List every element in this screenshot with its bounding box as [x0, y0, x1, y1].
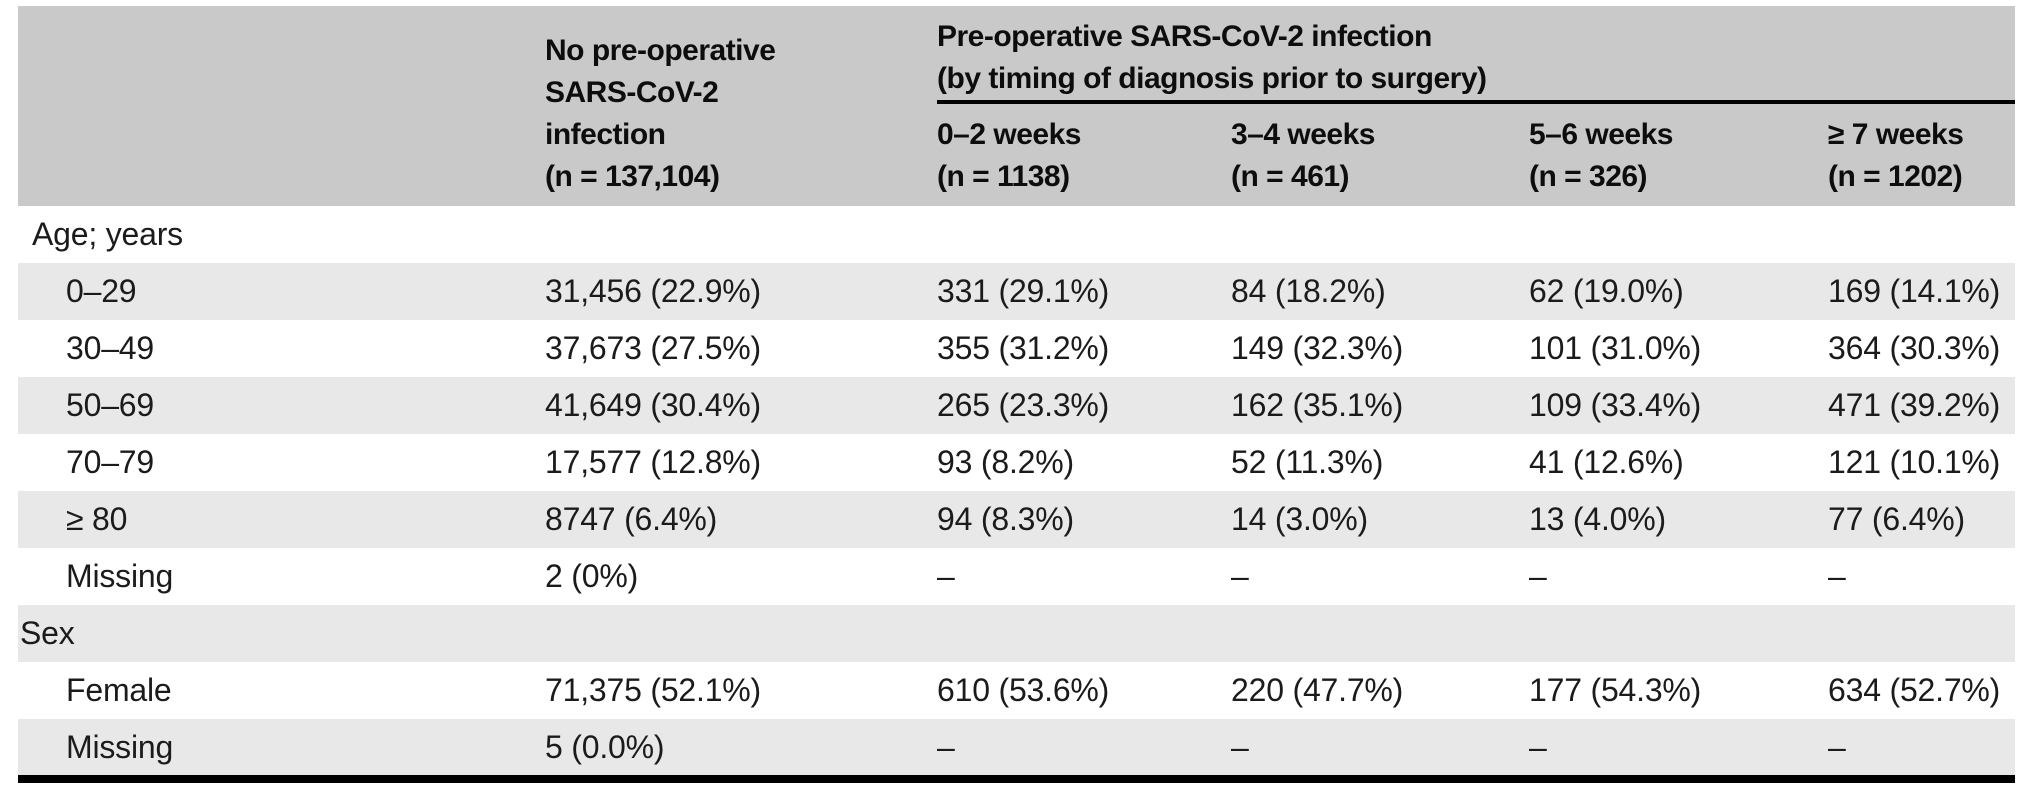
row-label: Missing	[66, 729, 174, 765]
column-header-line: (n = 137,104)	[545, 160, 720, 193]
table-row-age-70-79: 70–79 17,577 (12.8%) 93 (8.2%) 52 (11.3%…	[18, 434, 2015, 491]
table-cell: –	[1828, 729, 1846, 765]
table-cell: 77 (6.4%)	[1828, 501, 1965, 537]
table-cell: 93 (8.2%)	[937, 444, 1074, 480]
table-cell: –	[1828, 558, 1846, 594]
table-cell: 13 (4.0%)	[1529, 501, 1666, 537]
table-cell: 169 (14.1%)	[1828, 273, 2001, 309]
spanning-header-preop-infection: Pre-operative SARS-CoV-2 infection (by t…	[937, 16, 2015, 100]
table-row-age-50-69: 50–69 41,649 (30.4%) 265 (23.3%) 162 (35…	[18, 377, 2015, 434]
table-cell: 5 (0.0%)	[545, 729, 665, 765]
column-header-5-6-weeks: 5–6 weeks (n = 326)	[1529, 114, 1828, 198]
table-row-age-0-29: 0–29 31,456 (22.9%) 331 (29.1%) 84 (18.2…	[18, 263, 2015, 320]
table-cell: 8747 (6.4%)	[545, 501, 718, 537]
column-header-n: (n = 1138)	[937, 160, 1070, 193]
column-header-3-4-weeks: 3–4 weeks (n = 461)	[1231, 114, 1529, 198]
table-bottom-rule	[18, 775, 2015, 783]
table-row-sex-female: Female 71,375 (52.1%) 610 (53.6%) 220 (4…	[18, 662, 2015, 719]
row-label: Female	[66, 672, 172, 708]
table-row-sex-missing: Missing 5 (0.0%) – – – –	[18, 719, 2015, 776]
table-cell: 84 (18.2%)	[1231, 273, 1386, 309]
column-header-n: (n = 326)	[1529, 160, 1648, 193]
table-body: Age; years 0–29 31,456 (22.9%) 331 (29.1…	[18, 206, 2015, 776]
table-cell: 41 (12.6%)	[1529, 444, 1684, 480]
table-cell: –	[937, 729, 955, 765]
column-header-0-2-weeks: 0–2 weeks (n = 1138)	[937, 114, 1231, 198]
table-cell: 265 (23.3%)	[937, 387, 1110, 423]
table-cell: 162 (35.1%)	[1231, 387, 1404, 423]
table-cell: 177 (54.3%)	[1529, 672, 1702, 708]
column-header-line: infection	[545, 118, 666, 151]
column-header-line: No pre-operative	[545, 34, 776, 67]
table-cell: –	[1529, 729, 1547, 765]
table-cell: 471 (39.2%)	[1828, 387, 2001, 423]
table-cell: 331 (29.1%)	[937, 273, 1110, 309]
row-label: 70–79	[66, 444, 154, 480]
column-header-line: SARS-CoV-2	[545, 76, 719, 109]
table-row-age-30-49: 30–49 37,673 (27.5%) 355 (31.2%) 149 (32…	[18, 320, 2015, 377]
table-cell: 14 (3.0%)	[1231, 501, 1368, 537]
table-cell: –	[1231, 729, 1249, 765]
row-label: Age; years	[32, 216, 183, 252]
column-header-label: 0–2 weeks	[937, 118, 1081, 151]
table-row-sex-section: Sex	[18, 605, 2015, 662]
table-cell: 149 (32.3%)	[1231, 330, 1404, 366]
column-header-label: ≥ 7 weeks	[1828, 118, 1964, 151]
table-cell: –	[937, 558, 955, 594]
table-cell: 62 (19.0%)	[1529, 273, 1684, 309]
table-row-age-80-plus: ≥ 80 8747 (6.4%) 94 (8.3%) 14 (3.0%) 13 …	[18, 491, 2015, 548]
spanning-header-title: Pre-operative SARS-CoV-2 infection	[937, 20, 1432, 53]
column-header-label: 3–4 weeks	[1231, 118, 1375, 151]
column-header-label: 5–6 weeks	[1529, 118, 1673, 151]
row-label: ≥ 80	[66, 501, 128, 537]
table-cell: 610 (53.6%)	[937, 672, 1110, 708]
table-cell: 94 (8.3%)	[937, 501, 1074, 537]
table-cell: 31,456 (22.9%)	[545, 273, 762, 309]
table-cell: 121 (10.1%)	[1828, 444, 2001, 480]
column-header-n: (n = 1202)	[1828, 160, 1963, 193]
column-header-no-preop-infection: No pre-operative SARS-CoV-2 infection (n…	[545, 30, 937, 198]
table-cell: 355 (31.2%)	[937, 330, 1110, 366]
table-cell: 634 (52.7%)	[1828, 672, 2001, 708]
table-cell: –	[1231, 558, 1249, 594]
table-row-age-missing: Missing 2 (0%) – – – –	[18, 548, 2015, 605]
table-cell: 71,375 (52.1%)	[545, 672, 762, 708]
row-label: 50–69	[66, 387, 154, 423]
column-header-7-plus-weeks: ≥ 7 weeks (n = 1202)	[1828, 114, 2015, 198]
table-cell: 17,577 (12.8%)	[545, 444, 762, 480]
table-cell: 37,673 (27.5%)	[545, 330, 762, 366]
row-label: 30–49	[66, 330, 154, 366]
row-label: 0–29	[66, 273, 137, 309]
table-cell: 364 (30.3%)	[1828, 330, 2001, 366]
table-cell: 52 (11.3%)	[1231, 444, 1384, 480]
table-cell: 220 (47.7%)	[1231, 672, 1404, 708]
table-cell: 109 (33.4%)	[1529, 387, 1702, 423]
table-cell: 101 (31.0%)	[1529, 330, 1702, 366]
spanning-header-rule	[937, 100, 2015, 104]
table-row-age-section: Age; years	[18, 206, 2015, 263]
table-cell: 41,649 (30.4%)	[545, 387, 762, 423]
table-cell: 2 (0%)	[545, 558, 639, 594]
table-header: No pre-operative SARS-CoV-2 infection (n…	[18, 6, 2015, 206]
table-cell: –	[1529, 558, 1547, 594]
row-label: Missing	[66, 558, 174, 594]
column-header-n: (n = 461)	[1231, 160, 1350, 193]
spanning-header-subtitle: (by timing of diagnosis prior to surgery…	[937, 62, 1487, 95]
row-label: Sex	[20, 615, 75, 651]
